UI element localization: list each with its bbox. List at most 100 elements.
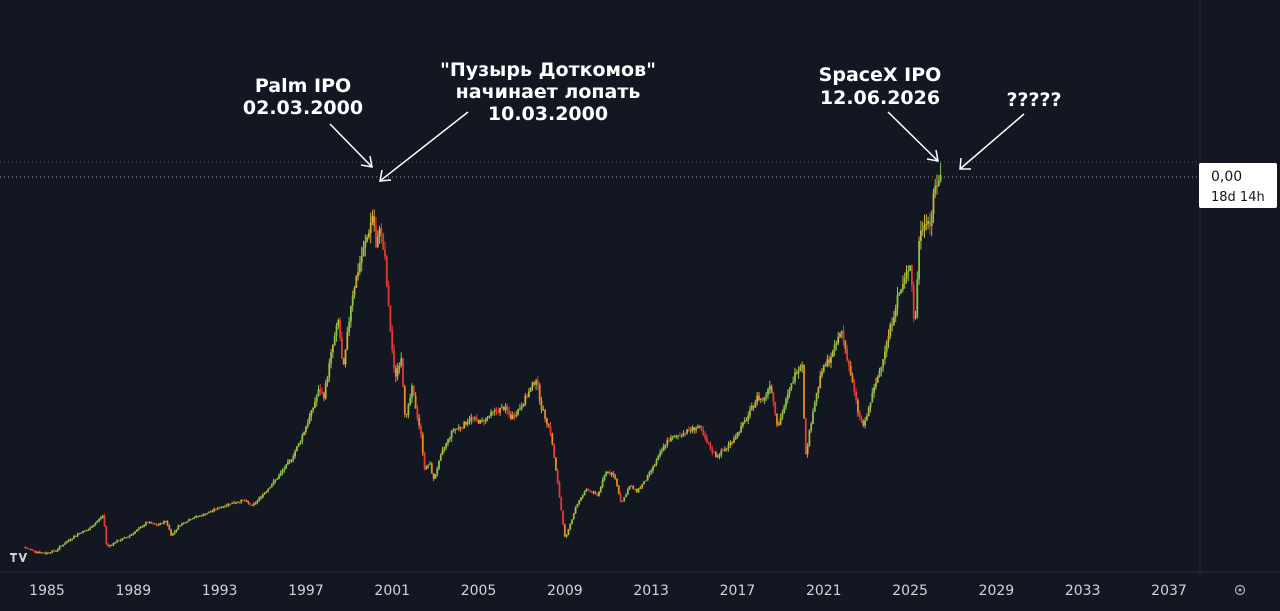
candle-body [37,552,39,554]
candle-body [727,444,730,449]
candle-body [323,393,325,399]
candle-body [188,519,190,522]
candle-body [776,413,778,425]
candle-body [533,382,536,385]
candle-body [220,507,223,509]
candle-body [907,270,910,272]
candle-body [58,546,61,550]
candle-body [182,522,185,524]
candle-body [265,491,268,493]
candle-body [517,409,519,415]
candle-body [797,370,800,374]
candle-body [817,387,820,393]
candle-body [842,331,845,341]
candles [24,162,942,555]
candle-body [862,420,865,426]
candle-body [754,402,757,408]
candle-body [414,395,417,409]
candle-body [33,550,36,552]
candle-body [808,430,811,446]
candle-body [141,526,144,528]
candle-body [274,479,277,482]
candle-body [400,358,403,366]
candle-body [788,388,791,394]
candle-body [803,364,805,419]
candle-body [204,514,207,516]
candle-body [750,406,753,410]
candle-body [258,497,261,501]
candle-body [468,420,471,423]
candle-body [921,230,924,232]
candle-body [540,400,543,410]
candle-body [396,368,399,377]
candle-body [880,367,883,371]
candle-body [432,473,435,479]
candle-body [884,351,886,360]
candle-body [402,358,404,387]
candle-body [675,436,678,437]
candle-body [497,411,500,413]
candle-body [463,422,466,429]
candle-body [860,416,863,421]
arrow-spacex [887,111,939,162]
candle-body [175,529,178,532]
candle-body [932,193,935,214]
candle-body [794,372,796,382]
candle-body [378,228,381,237]
candle-body [100,517,102,519]
candle-body [103,515,106,526]
candle-body [418,417,421,426]
candle-body [930,213,933,227]
candle-body [608,472,611,475]
candle-body [465,422,467,425]
candle-body [94,522,97,525]
candle-body [355,276,358,288]
candle-body [619,493,622,502]
candle-body [301,435,304,442]
annotation-unknown-line-1: ????? [1006,89,1061,111]
candle-body [391,330,394,350]
candle-body [342,358,345,365]
candle-body [285,464,287,469]
candle-body [224,506,226,508]
candle-body [761,398,764,401]
candle-body [429,463,431,465]
candle-body [700,425,703,431]
candle-body [506,406,509,411]
settings-icon[interactable] [1234,584,1246,596]
candle-body [840,331,843,333]
candle-body [939,175,942,182]
candle-body [639,487,642,489]
candle-body [44,553,47,555]
candle-body [123,537,126,539]
candle-body [876,376,879,383]
candle-body [64,543,66,545]
candle-body [62,544,65,546]
candle-body [296,446,298,452]
candle-body [745,420,748,422]
candle-body [348,321,350,333]
candle-body [873,387,875,394]
tradingview-logo[interactable] [8,549,28,565]
candle-body [927,221,929,224]
candle-body [454,429,457,431]
candle-body [587,489,590,491]
candle-body [688,429,690,431]
candle-body [155,524,158,526]
candle-body [436,468,439,475]
candle-body [42,552,45,554]
candle-body [635,488,638,492]
candle-body [292,456,295,460]
candle-body [893,317,895,325]
candle-body [371,216,374,223]
candle-body [650,470,653,473]
candle-body [887,336,890,342]
annotation-spacex-line-2: 12.06.2026 [820,87,940,109]
candle-body [261,494,264,498]
candle-body [98,518,100,521]
candle-body [40,552,43,554]
price-label-countdown: 18d 14h [1211,190,1265,205]
candle-body [382,233,385,250]
candle-body [423,453,426,469]
candle-body [833,344,836,352]
